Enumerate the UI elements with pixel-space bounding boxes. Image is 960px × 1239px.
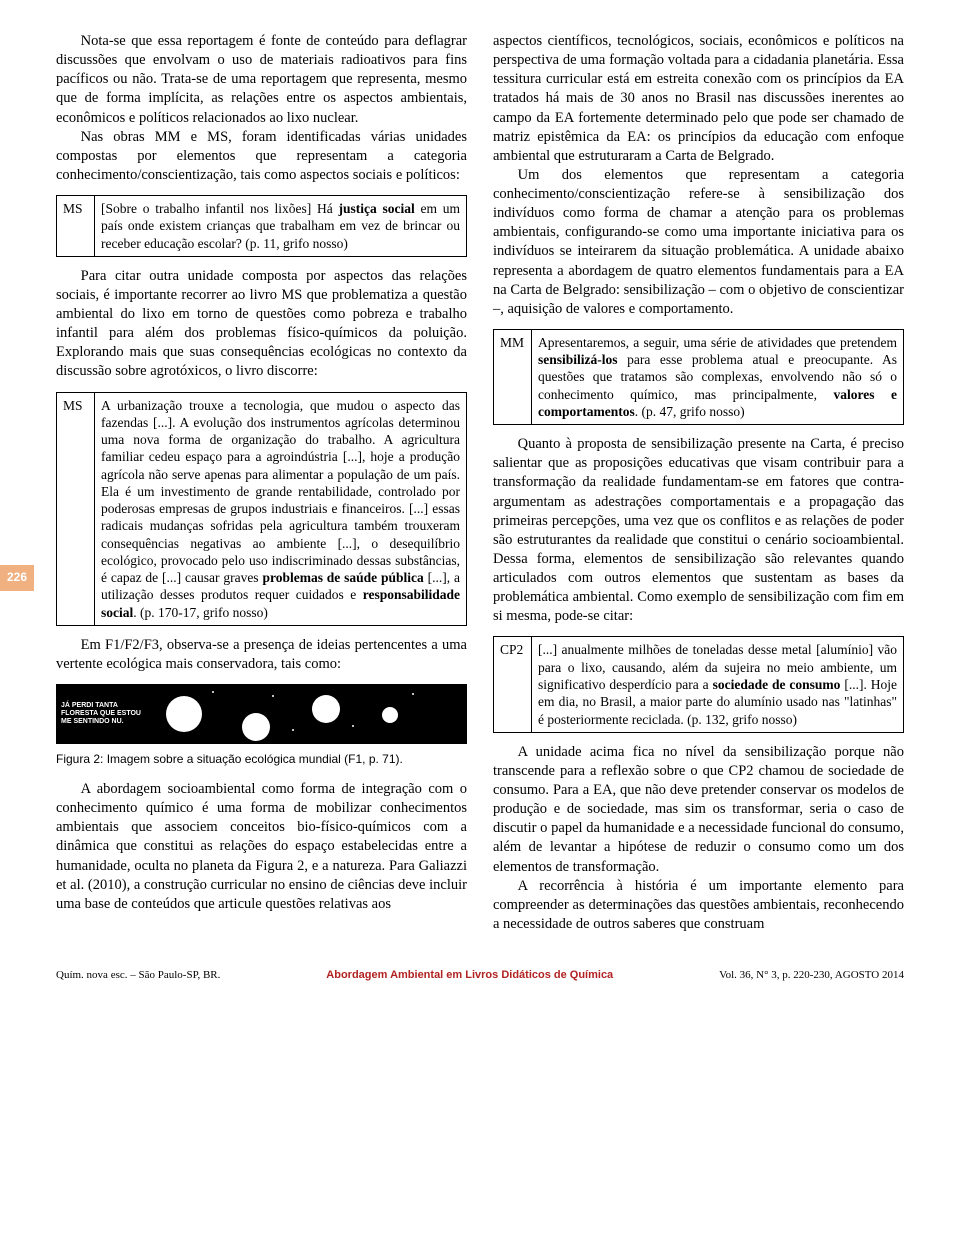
paragraph: aspectos científicos, tecnológicos, soci… [493, 32, 904, 166]
quote-box-ms-1: MS [Sobre o trabalho infantil nos lixões… [56, 195, 467, 257]
quote-label: MM [494, 329, 532, 424]
quote-box-mm: MM Apresentaremos, a seguir, uma série d… [493, 329, 904, 425]
planet-icon [166, 696, 202, 732]
quote-label: MS [57, 196, 95, 257]
quote-label: CP2 [494, 637, 532, 732]
footer-journal: Quím. nova esc. – São Paulo-SP, BR. [56, 968, 220, 983]
quote-box-ms-2: MS A urbanização trouxe a tecnologia, qu… [56, 392, 467, 626]
quote-label: MS [57, 392, 95, 625]
quote-text: [Sobre o trabalho infantil nos lixões] H… [95, 196, 467, 257]
paragraph: Em F1/F2/F3, observa-se a presença de id… [56, 636, 467, 674]
planet-icon [312, 695, 340, 723]
paragraph: Para citar outra unidade composta por as… [56, 267, 467, 382]
figure-sky [152, 685, 466, 743]
two-column-layout: Nota-se que essa reportagem é fonte de c… [56, 32, 904, 934]
left-column: Nota-se que essa reportagem é fonte de c… [56, 32, 467, 934]
planet-icon [242, 713, 270, 741]
paragraph: Nota-se que essa reportagem é fonte de c… [56, 32, 467, 128]
quote-bold: sensibilizá-los [538, 352, 618, 367]
paragraph: Um dos elementos que representam a categ… [493, 166, 904, 319]
quote-span: [Sobre o trabalho infantil nos lixões] H… [101, 201, 338, 216]
quote-bold: problemas de saúde pública [262, 570, 423, 585]
quote-text: A urbanização trouxe a tecnologia, que m… [95, 392, 467, 625]
figure-caption: Figura 2: Imagem sobre a situação ecológ… [56, 752, 467, 768]
star-icon [272, 695, 274, 697]
star-icon [352, 725, 354, 727]
quote-text: [...] anualmente milhões de toneladas de… [532, 637, 904, 732]
quote-box-cp2: CP2 [...] anualmente milhões de tonelada… [493, 636, 904, 732]
quote-bold: sociedade de consumo [713, 677, 841, 692]
footer-issue: Vol. 36, N° 3, p. 220-230, AGOSTO 2014 [719, 968, 904, 983]
quote-text: Apresentaremos, a seguir, uma série de a… [532, 329, 904, 424]
star-icon [212, 691, 214, 693]
figure-speech-bubble: JÁ PERDI TANTA FLORESTA QUE ESTOU ME SEN… [57, 685, 152, 743]
paragraph: A unidade acima fica no nível da sensibi… [493, 743, 904, 877]
quote-bold: justiça social [338, 201, 414, 216]
figure-2-comic: JÁ PERDI TANTA FLORESTA QUE ESTOU ME SEN… [56, 684, 467, 744]
quote-span: Apresentaremos, a seguir, uma série de a… [538, 335, 897, 350]
paragraph: A abordagem socioambiental como forma de… [56, 780, 467, 914]
right-column: aspectos científicos, tecnológicos, soci… [493, 32, 904, 934]
paragraph: Nas obras MM e MS, foram identificadas v… [56, 128, 467, 185]
quote-span: . (p. 47, grifo nosso) [635, 404, 745, 419]
paragraph: Quanto à proposta de sensibilização pres… [493, 435, 904, 626]
page-footer: Quím. nova esc. – São Paulo-SP, BR. Abor… [56, 968, 904, 983]
quote-span: A urbanização trouxe a tecnologia, que m… [101, 398, 460, 586]
star-icon [412, 693, 414, 695]
page: 226 Nota-se que essa reportagem é fonte … [0, 0, 960, 1003]
quote-span: . (p. 170-17, grifo nosso) [133, 605, 268, 620]
page-number-badge: 226 [0, 565, 34, 591]
footer-article-title: Abordagem Ambiental em Livros Didáticos … [326, 968, 613, 983]
paragraph: A recorrência à história é um importante… [493, 877, 904, 934]
star-icon [292, 729, 294, 731]
planet-icon [382, 707, 398, 723]
